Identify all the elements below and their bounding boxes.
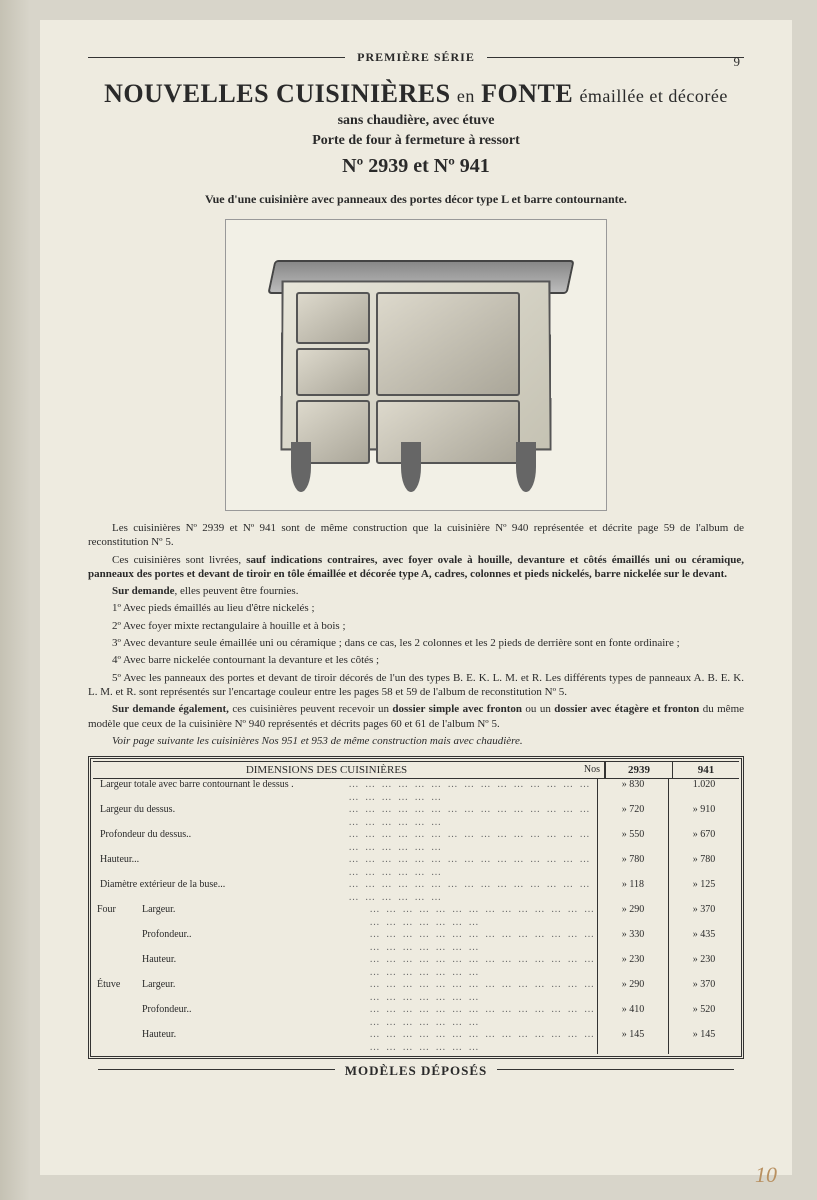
- para-2: Ces cuisinières sont livrées, sauf indic…: [88, 553, 744, 582]
- table-row: FourLargeur.… … … … … … … … … … … … … … …: [93, 904, 739, 929]
- para-3: Sur demande, elles peuvent être fournies…: [88, 584, 744, 598]
- subtitle-2: Porte de four à fermeture à ressort: [88, 133, 744, 149]
- option-5: 5º Avec les panneaux des portes et devan…: [88, 671, 744, 700]
- option-2: 2º Avec foyer mixte rectangulaire à houi…: [88, 619, 744, 633]
- para-5: Voir page suivante les cuisinières Nos 9…: [88, 734, 744, 748]
- option-3: 3º Avec devanture seule émaillée uni ou …: [88, 636, 744, 650]
- table-row: Largeur totale avec barre contournant le…: [93, 779, 739, 804]
- para-1: Les cuisinières Nº 2939 et Nº 941 sont d…: [88, 521, 744, 550]
- table-row: ÉtuveLargeur.… … … … … … … … … … … … … ……: [93, 979, 739, 1004]
- illustration-caption: Vue d'une cuisinière avec panneaux des p…: [88, 192, 744, 207]
- table-row: Hauteur...… … … … … … … … … … … … … … … …: [93, 854, 739, 879]
- table-title: DIMENSIONS DES CUISINIÈRES: [93, 762, 560, 778]
- page-number: 9: [734, 54, 741, 70]
- handwritten-number: 10: [755, 1162, 777, 1188]
- main-title: NOUVELLES CUISINIÈRES en FONTE émaillée …: [88, 79, 744, 109]
- col-2939: 2939: [605, 762, 672, 778]
- table-row: Hauteur.… … … … … … … … … … … … … … … … …: [93, 954, 739, 979]
- subtitle-1: sans chaudière, avec étuve: [88, 113, 744, 129]
- table-row: Profondeur..… … … … … … … … … … … … … … …: [93, 929, 739, 954]
- table-row: Hauteur.… … … … … … … … … … … … … … … … …: [93, 1029, 739, 1054]
- option-1: 1º Avec pieds émaillés au lieu d'être ni…: [88, 601, 744, 615]
- series-header: PREMIÈRE SÉRIE: [88, 50, 744, 65]
- series-title: PREMIÈRE SÉRIE: [345, 50, 487, 65]
- body-text: Les cuisinières Nº 2939 et Nº 941 sont d…: [88, 521, 744, 748]
- table-row: Profondeur..… … … … … … … … … … … … … … …: [93, 1004, 739, 1029]
- stove-illustration: [225, 219, 607, 511]
- para-4: Sur demande également, ces cuisinières p…: [88, 702, 744, 731]
- table-row: Diamètre extérieur de la buse...… … … … …: [93, 879, 739, 904]
- option-4: 4º Avec barre nickelée contournant la de…: [88, 653, 744, 667]
- catalog-page: 9 PREMIÈRE SÉRIE NOUVELLES CUISINIÈRES e…: [40, 20, 792, 1175]
- dimensions-table: DIMENSIONS DES CUISINIÈRES Nos 2939 941 …: [88, 756, 744, 1059]
- model-numbers: Nº 2939 et Nº 941: [88, 155, 744, 178]
- footer: MODÈLES DÉPOSÉS: [88, 1059, 744, 1079]
- table-row: Profondeur du dessus..… … … … … … … … … …: [93, 829, 739, 854]
- table-row: Largeur du dessus.… … … … … … … … … … … …: [93, 804, 739, 829]
- col-941: 941: [672, 762, 739, 778]
